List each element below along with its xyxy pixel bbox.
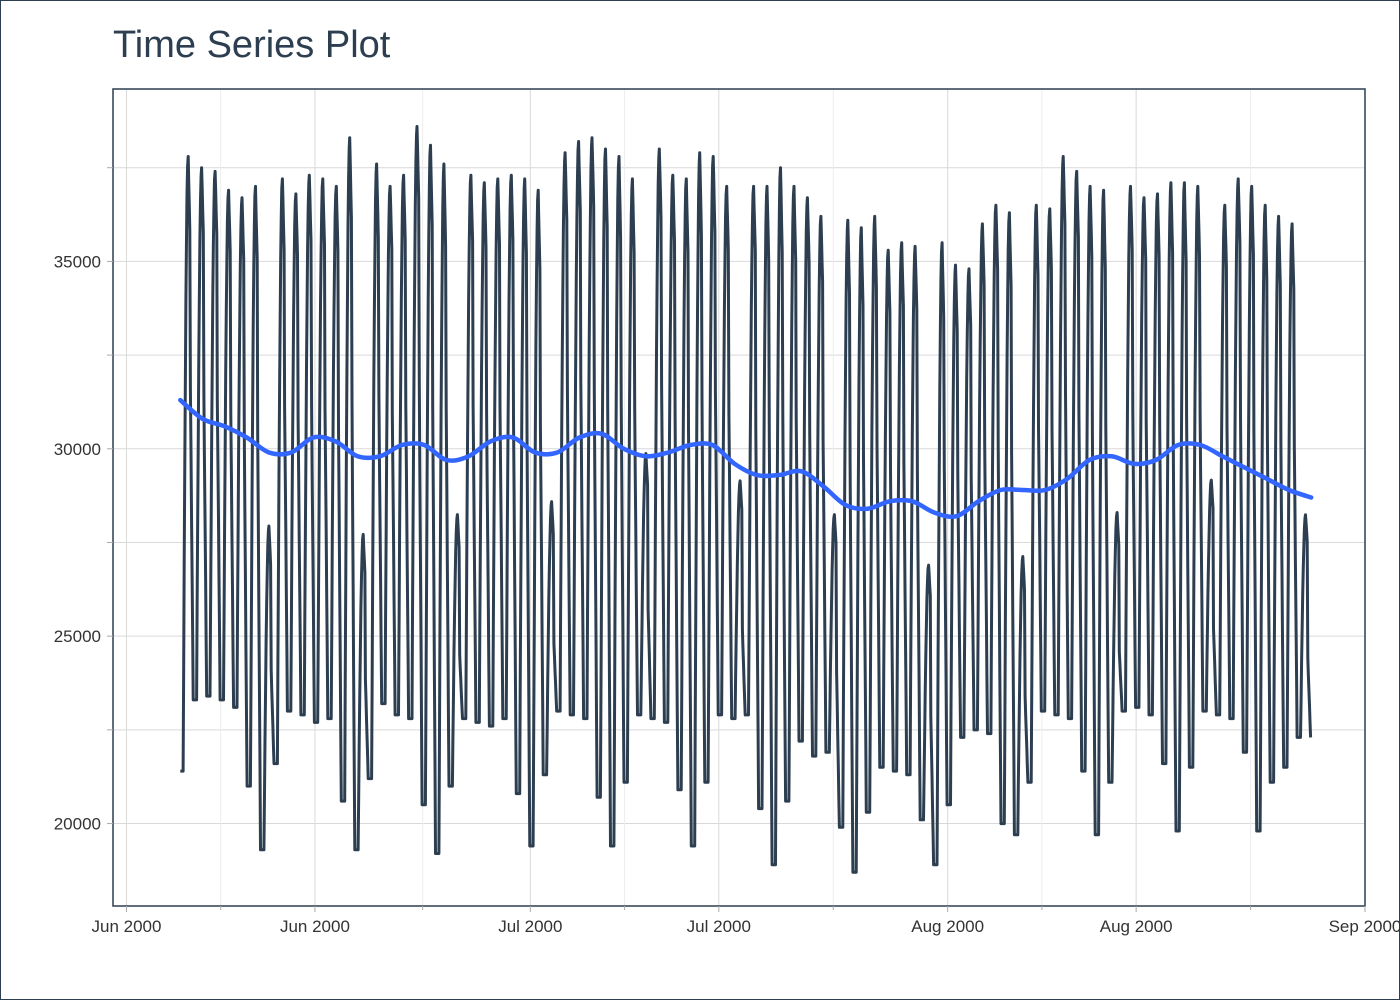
x-tick-label: Aug 2000 [911,917,984,936]
axis-ticks: 20000 25000 30000 35000 Jun 2000 Jun 2000 Jul … [54,167,1400,936]
x-tick-label: Jun 2000 [91,917,161,936]
y-tick-label: 20000 [54,815,101,834]
trend-line [178,397,1314,520]
chart-title: Time Series Plot [113,24,391,66]
x-tick-label: Jun 2000 [280,917,350,936]
series-group [178,125,1314,874]
x-tick-label: Aug 2000 [1100,917,1173,936]
x-tick-label: Jul 2000 [498,917,562,936]
y-tick-label: 35000 [54,252,101,271]
x-tick-label: Jul 2000 [687,917,751,936]
plot-area-border [112,88,1366,907]
y-tick-label: 25000 [54,627,101,646]
y-tick-label: 30000 [54,440,101,459]
x-tick-label: Sep 2000 [1329,917,1400,936]
raw-series-line [179,125,1313,874]
